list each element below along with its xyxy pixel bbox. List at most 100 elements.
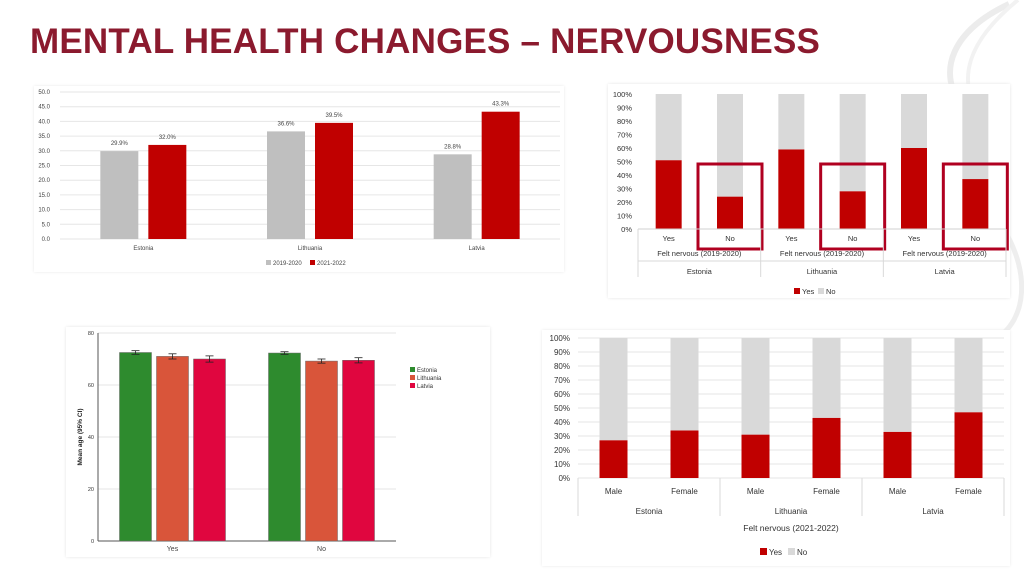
y-tick-label: 90%	[554, 348, 570, 357]
group-label: Latvia	[935, 267, 956, 276]
stacked-bar-segment	[741, 434, 770, 478]
data-label: 29.9%	[111, 141, 129, 147]
y-tick-label: 50%	[554, 404, 570, 413]
data-label: 28.8%	[444, 144, 462, 150]
legend-label: No	[826, 287, 836, 296]
stacked-bar-segment	[962, 179, 989, 229]
stacked-bar-segment	[670, 430, 699, 478]
stacked-bar-segment	[655, 160, 682, 229]
data-label: 36.6%	[277, 121, 295, 127]
stacked-bar-segment	[599, 338, 628, 441]
stacked-bar-segment	[962, 94, 989, 180]
y-tick-label: 20.0	[38, 178, 50, 184]
stacked-bar-segment	[655, 94, 682, 161]
x-tick-label: Female	[955, 487, 982, 496]
legend-swatch	[818, 288, 824, 294]
bar	[193, 358, 226, 542]
stacked-bar-segment	[883, 431, 912, 478]
group-label: Lithuania	[775, 507, 808, 516]
group-label: Latvia	[922, 507, 944, 516]
y-tick-label: 15.0	[38, 193, 50, 199]
x-tick-label: No	[971, 234, 981, 243]
stacked-bar-segment	[599, 440, 628, 478]
y-tick-label: 90%	[617, 104, 632, 113]
y-tick-label: 0%	[558, 474, 570, 483]
bar	[433, 154, 472, 239]
chart-country-bars: 0.0 5.0 10.0 15.0 20.0 25.0 30.0 35.0 40.0 45.0 50…	[38, 90, 560, 267]
stacked-bar-segment	[670, 338, 699, 431]
stacked-bar-segment	[839, 191, 866, 229]
y-tick-label: 100%	[550, 334, 570, 343]
y-tick-label: 70%	[617, 131, 632, 140]
y-tick-label: 0.0	[42, 237, 51, 243]
legend-label: Latvia	[417, 384, 434, 390]
legend-swatch	[410, 383, 415, 388]
y-tick-label: 20%	[554, 446, 570, 455]
bar	[268, 352, 301, 542]
legend-swatch	[788, 548, 795, 555]
x-tick-label: Lithuania	[298, 246, 323, 252]
x-tick-label: Female	[813, 487, 840, 496]
y-tick-label: 5.0	[42, 222, 51, 228]
legend-swatch	[410, 367, 415, 372]
y-tick-label: 100%	[613, 90, 633, 99]
legend-label: Lithuania	[417, 376, 442, 382]
x-tick-label: Yes	[663, 234, 675, 243]
data-label: 43.3%	[492, 102, 510, 108]
y-tick-label: 0	[91, 539, 94, 545]
y-tick-label: 0%	[621, 225, 632, 234]
x-axis-title: Felt nervous (2021-2022)	[743, 523, 839, 533]
highlight-box	[696, 162, 764, 251]
y-tick-label: 70%	[554, 376, 570, 385]
y-tick-label: 40%	[617, 171, 632, 180]
stacked-bar-segment	[741, 338, 770, 435]
legend-swatch	[760, 548, 767, 555]
legend-swatch	[794, 288, 800, 294]
stacked-bar-segment	[717, 94, 743, 197]
y-tick-label: 35.0	[38, 134, 50, 140]
stacked-bar-segment	[778, 94, 805, 150]
y-tick-label: 30.0	[38, 149, 50, 155]
bar	[267, 131, 305, 239]
group-sublabel: Felt nervous (2019-2020)	[780, 249, 865, 258]
bar	[481, 111, 520, 239]
page-title: MENTAL HEALTH CHANGES – NERVOUSNESS	[30, 22, 821, 61]
y-axis-title: Mean age (95% CI)	[77, 408, 84, 465]
data-label: 32.0%	[159, 135, 177, 141]
stacked-bar-segment	[954, 412, 983, 478]
x-tick-label: Male	[605, 487, 623, 496]
data-label: 39.5%	[325, 113, 343, 119]
group-label: Lithuania	[807, 267, 838, 276]
legend-label: No	[797, 548, 808, 557]
bar	[148, 144, 187, 239]
stacked-bar-segment	[883, 338, 912, 432]
stacked-bar-segment	[812, 338, 841, 418]
x-tick-label: Yes	[908, 234, 920, 243]
y-tick-label: 45.0	[38, 105, 50, 111]
y-tick-label: 10%	[617, 212, 632, 221]
y-tick-label: 80%	[554, 362, 570, 371]
x-tick-label: No	[317, 546, 326, 553]
y-tick-label: 20	[88, 487, 94, 493]
group-sublabel: Felt nervous (2019-2020)	[903, 249, 988, 258]
y-tick-label: 30%	[554, 432, 570, 441]
x-tick-label: Estonia	[133, 246, 154, 252]
y-tick-label: 30%	[617, 185, 632, 194]
stacked-bar-segment	[954, 338, 983, 413]
x-tick-label: Yes	[785, 234, 797, 243]
bar	[305, 360, 338, 542]
y-tick-label: 10%	[554, 460, 570, 469]
stacked-bar-segment	[901, 148, 927, 229]
legend-label: 2021-2022	[317, 261, 346, 267]
legend-swatch	[410, 375, 415, 380]
x-tick-label: Latvia	[469, 246, 486, 252]
bar	[100, 151, 139, 239]
stacked-bar-segment	[901, 94, 927, 148]
chart-panel-mean-age: 0 20 40 60 80 Mean age (95% CI) Yes No Estonia Li…	[66, 327, 490, 557]
y-tick-label: 40	[88, 435, 94, 441]
stacked-bar-segment	[778, 149, 805, 229]
x-tick-label: Female	[671, 487, 698, 496]
highlight-box	[819, 162, 887, 251]
group-label: Estonia	[636, 507, 663, 516]
x-tick-label: No	[725, 234, 735, 243]
